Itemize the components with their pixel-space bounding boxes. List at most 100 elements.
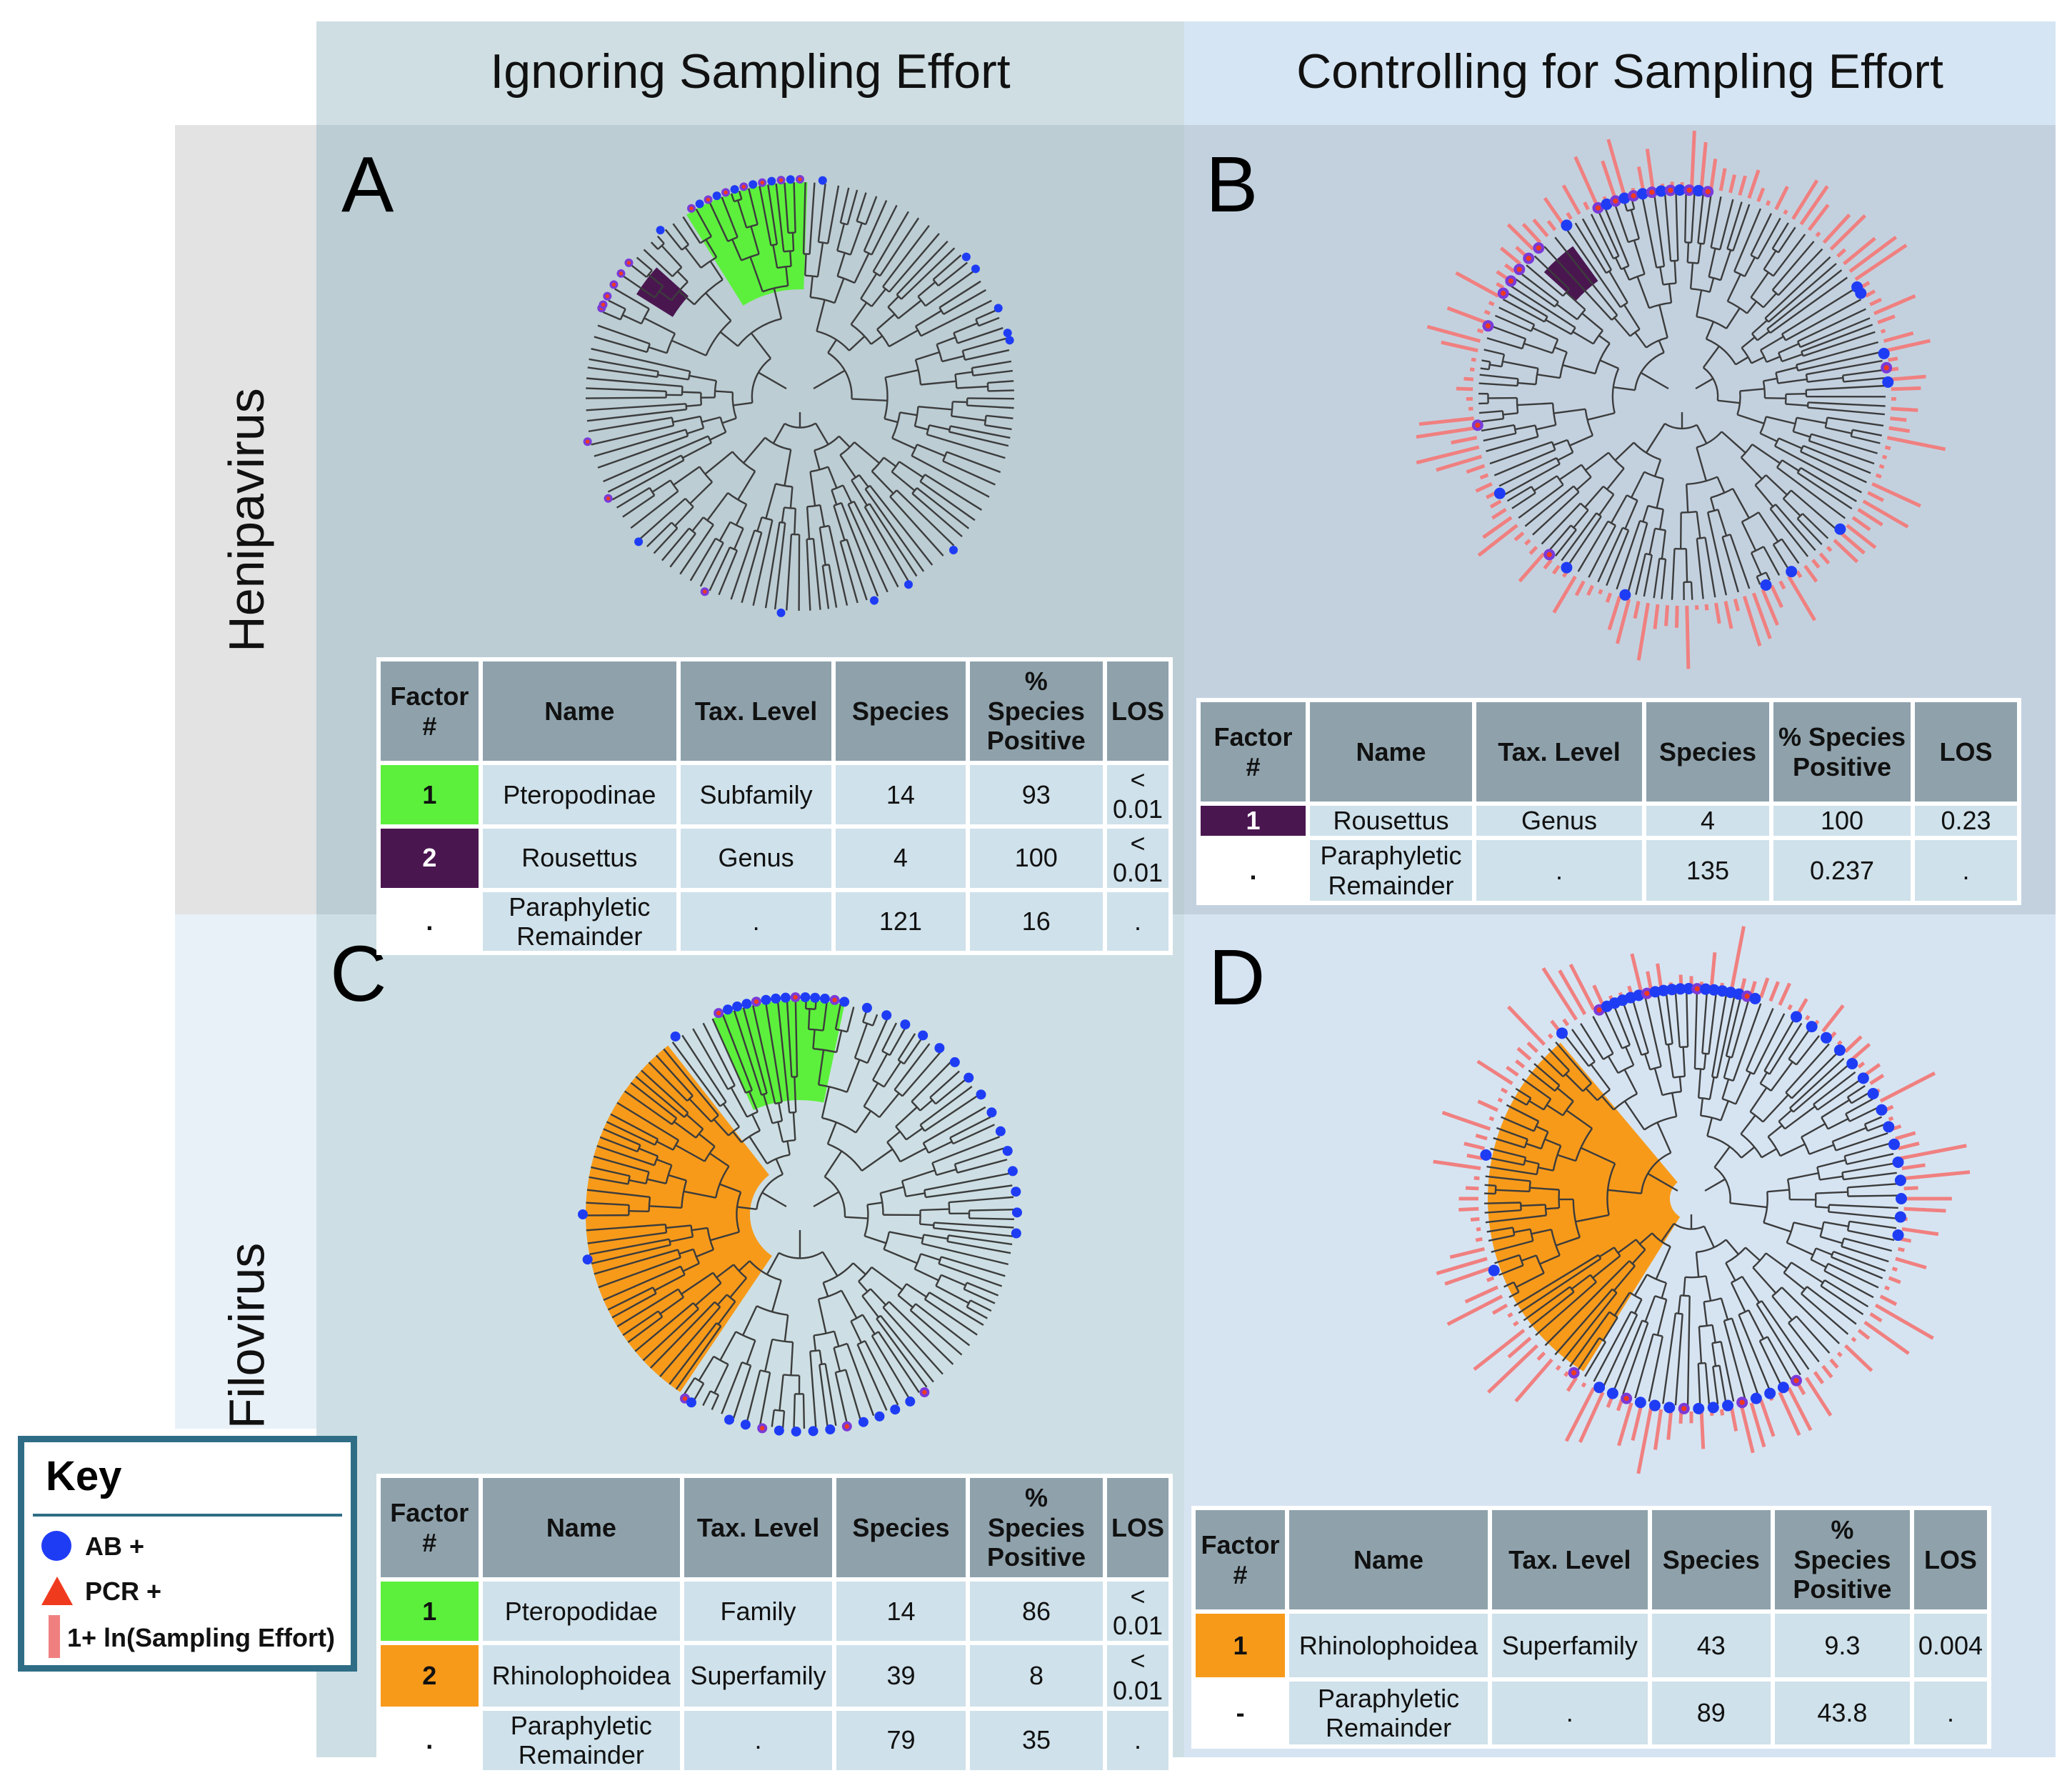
tree-branch <box>834 278 845 304</box>
tree-tip <box>1518 1257 1601 1314</box>
tree-arc <box>1741 347 1753 364</box>
sampling-effort-bar <box>1446 306 1487 324</box>
tree-branch <box>1677 1295 1681 1314</box>
clade-name: Pteropodidae <box>478 1577 685 1645</box>
tree-tip <box>1824 1279 1869 1308</box>
sampling-effort-bar <box>1879 1072 1936 1103</box>
sampling-effort-bar <box>1496 281 1505 289</box>
tree-tip <box>1729 534 1751 589</box>
tree-branch <box>1759 432 1778 443</box>
tree-tip <box>969 1217 1014 1221</box>
tree-tip <box>1483 349 1505 356</box>
tree-branch <box>1796 416 1827 424</box>
tree-branch <box>691 1227 708 1232</box>
ab-positive-marker <box>1786 566 1798 578</box>
tree-arc <box>715 1166 730 1198</box>
ab-positive-marker <box>724 1414 735 1425</box>
pct-positive: 35 <box>965 1706 1107 1774</box>
tree-branch <box>816 299 826 331</box>
tree-tip <box>742 1007 768 1094</box>
table-header-los: LOS <box>1102 1474 1173 1582</box>
sampling-effort-bar <box>1900 1237 1912 1243</box>
tree-tip <box>1571 1029 1596 1062</box>
tree-arc <box>1643 471 1664 480</box>
pcr-positive-marker <box>1631 193 1636 199</box>
tree-branch <box>649 1205 682 1209</box>
tree-tip <box>1725 997 1742 1057</box>
pcr-positive-marker <box>1596 1007 1602 1013</box>
tree-tip <box>1491 325 1526 340</box>
sampling-effort-bar <box>1756 187 1766 202</box>
tree-branch <box>1726 274 1741 302</box>
tree-branch <box>698 1356 715 1382</box>
tree-tip <box>594 429 686 457</box>
tree-branch <box>1695 1252 1700 1277</box>
tree-tip <box>1842 369 1884 376</box>
tree-branch <box>918 406 953 411</box>
tree-tip <box>919 481 976 521</box>
tree-branch <box>880 1186 904 1194</box>
tree-tip <box>1494 314 1532 332</box>
table-header-name: Name <box>1285 1506 1492 1614</box>
ab-positive-marker <box>1666 984 1678 996</box>
tree-branch <box>1671 1092 1678 1117</box>
tree-branch <box>1655 1246 1671 1280</box>
tree-tip <box>709 546 731 591</box>
key-title: Key <box>46 1453 122 1499</box>
tree-tip <box>1532 491 1580 536</box>
sampling-effort-bar <box>1506 1065 1519 1077</box>
sampling-effort-bar <box>1558 969 1587 1016</box>
tree-branch <box>733 528 744 550</box>
tree-branch <box>1653 459 1662 477</box>
tree-tip <box>655 1054 694 1097</box>
tree-branch <box>1793 430 1811 438</box>
sampling-effort-bar <box>1783 209 1788 215</box>
tree-tip <box>969 1208 1014 1212</box>
tree-branch <box>750 332 772 359</box>
tree-tip <box>856 1344 888 1411</box>
tree-tip <box>1489 441 1553 465</box>
tree-tip <box>872 1014 879 1027</box>
tree-tip <box>1769 276 1848 334</box>
sampling-effort-bar <box>1895 1131 1916 1141</box>
tree-tip <box>1848 1194 1898 1197</box>
tree-branch <box>1624 500 1638 529</box>
table-header-species: Species <box>831 1474 970 1582</box>
sampling-effort-bar <box>1653 604 1660 629</box>
tree-tip <box>925 1184 1013 1199</box>
tree-branch <box>891 471 916 491</box>
tree-branch <box>789 251 792 266</box>
tree-branch <box>1682 1047 1686 1077</box>
tree-tip <box>1719 199 1734 250</box>
tree-tip <box>935 1078 967 1105</box>
clade-name: Rhinolophoidea <box>478 1640 685 1711</box>
tree-branch <box>1741 521 1757 551</box>
tree-branch <box>736 200 748 229</box>
tree-tip <box>919 1086 973 1126</box>
tree-branch <box>668 1174 687 1182</box>
tree-branch <box>1592 1255 1621 1279</box>
tree-tip <box>819 1364 829 1427</box>
tree-arc <box>1708 276 1721 281</box>
tree-branch <box>696 1249 714 1258</box>
pct-positive: 0.237 <box>1769 836 1915 905</box>
tree-tip <box>603 435 709 483</box>
tree-branch <box>833 505 846 541</box>
tree-arc <box>814 1330 835 1337</box>
clade-name: Rhinolophoidea <box>1285 1609 1492 1682</box>
tree-tip <box>1561 1292 1618 1362</box>
tree-tip <box>920 299 992 337</box>
sampling-effort-bar <box>1601 160 1617 199</box>
tree-tip <box>988 389 1014 392</box>
tree-branches <box>586 182 1014 611</box>
tree-branch <box>1581 312 1603 331</box>
tree-arc <box>1751 546 1764 554</box>
tree-tip <box>1515 1087 1531 1099</box>
tree-tip <box>882 1307 944 1375</box>
tree-tip <box>1781 288 1856 335</box>
sampling-effort-bar <box>1874 1303 1934 1340</box>
tree-branch <box>891 437 916 450</box>
ab-positive-marker <box>1791 1011 1802 1023</box>
species-count: 14 <box>831 1577 970 1645</box>
tree-tip <box>1808 439 1875 465</box>
